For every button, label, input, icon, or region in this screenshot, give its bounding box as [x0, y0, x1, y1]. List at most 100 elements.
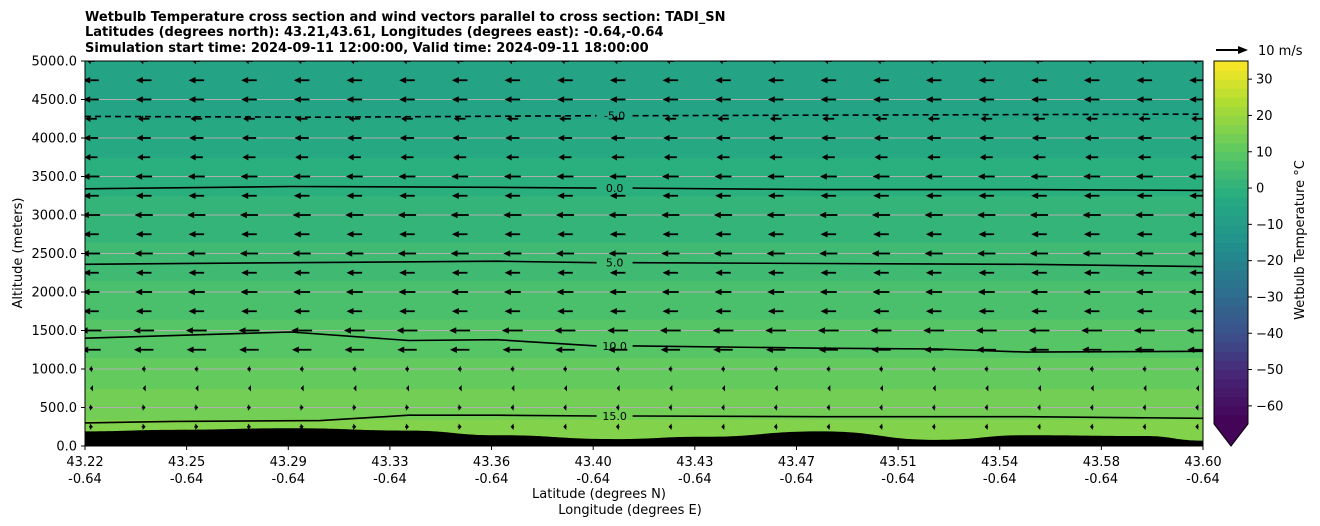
wind-vector [1142, 404, 1147, 411]
wind-vector [345, 211, 364, 219]
wind-vector [453, 154, 467, 161]
wind-vector [1136, 269, 1153, 276]
wind-vector [721, 423, 725, 430]
temperature-band [85, 195, 1203, 201]
wind-vector [1136, 192, 1153, 199]
wind-vector [450, 211, 469, 219]
temperature-band [85, 172, 1203, 178]
x-tick-label-lat: 43.40 [575, 455, 612, 470]
colorbar: 30 20 10 0 −10 −20 −30 −40 −50 −60 [1213, 60, 1283, 447]
wind-vector [89, 365, 93, 373]
contour-label: 5.0 [606, 257, 624, 270]
wind-vector [873, 231, 889, 238]
wind-vector [978, 269, 995, 276]
colorbar-tick-label: −20 [1256, 254, 1283, 269]
wind-vector [399, 308, 415, 315]
temperature-band [85, 91, 1203, 97]
colorbar-segment [1214, 260, 1248, 271]
wind-vector [557, 96, 573, 103]
wind-vector [188, 96, 205, 103]
temperature-band [85, 64, 1203, 70]
title-line-2: Latitudes (degrees north): 43.21,43.61, … [85, 25, 664, 40]
wind-vector [241, 134, 257, 142]
wind-vector [873, 77, 889, 84]
temperature-band [85, 357, 1203, 362]
wind-vector [773, 423, 778, 430]
temperature-band [85, 215, 1203, 220]
wind-vector [821, 154, 835, 161]
wind-vector [824, 61, 833, 65]
wind-vector [556, 173, 574, 180]
wind-vector [977, 173, 995, 180]
temperature-band [85, 430, 1203, 436]
wind-vector [135, 269, 152, 276]
temperature-band [85, 61, 1203, 66]
wind-vector [1083, 269, 1100, 276]
wind-vector [511, 385, 515, 392]
wind-vector [1193, 61, 1201, 65]
wind-vector [715, 96, 731, 103]
wind-vector [873, 134, 889, 142]
temperature-band [85, 376, 1203, 382]
temperature-band [85, 238, 1203, 243]
wind-vector [871, 211, 891, 219]
wind-vector [717, 115, 729, 122]
wind-vector [662, 96, 679, 103]
colorbar-tick-label: −40 [1256, 327, 1283, 342]
wind-vector [822, 115, 835, 122]
temperature-band [85, 253, 1203, 258]
temperature-band [85, 311, 1203, 316]
wind-vector [188, 231, 205, 238]
wind-vector [662, 231, 679, 238]
temperature-band [85, 395, 1203, 401]
temperature-band [85, 188, 1203, 193]
colorbar-segment [1214, 151, 1248, 162]
wind-vector [247, 423, 251, 430]
wind-vector [449, 327, 471, 334]
wind-vector [1082, 250, 1101, 257]
wind-vector [187, 211, 206, 219]
wind-vector [767, 96, 784, 103]
temperature-band [85, 153, 1203, 158]
wind-vector [405, 365, 409, 373]
x-tick-label-lat: 43.25 [168, 455, 205, 470]
colorbar-segment [1214, 61, 1248, 71]
wind-vector [406, 385, 409, 392]
wind-vector [820, 192, 837, 199]
x-tick-label-lat: 43.60 [1184, 455, 1221, 470]
wind-vector [1137, 134, 1152, 142]
colorbar-tick-label: 20 [1256, 109, 1273, 124]
wind-vector [85, 211, 101, 219]
wind-vector [399, 77, 415, 84]
temperature-band [85, 126, 1203, 131]
wind-vector [555, 346, 575, 353]
colorbar-segment [1214, 278, 1248, 289]
wind-vector [714, 173, 732, 180]
wind-vector [927, 154, 941, 161]
wind-vector [608, 250, 627, 257]
wind-vector [239, 211, 259, 219]
x-tick-label-lon: -0.64 [475, 472, 509, 487]
wind-vector [979, 134, 994, 142]
wind-vector [608, 211, 627, 219]
wind-vector [563, 365, 567, 373]
wind-vector [452, 134, 467, 142]
wind-vector [932, 385, 936, 392]
wind-vector [607, 346, 628, 353]
y-tick-label: 2000.0 [32, 286, 78, 301]
wind-vector [346, 77, 363, 84]
wind-vector [827, 385, 831, 392]
wind-vector [293, 192, 310, 199]
wind-vector [503, 288, 521, 296]
wind-vector [400, 154, 414, 161]
x-axis-ticks: 43.22 -0.64 43.25 -0.64 43.29 -0.64 43.33 -0.64… [66, 446, 1222, 487]
wind-vector [510, 423, 515, 430]
wind-vector [1143, 385, 1147, 392]
colorbar-label: Wetbulb Temperature °C [1293, 160, 1308, 320]
wind-vector [880, 385, 883, 392]
temperature-field [85, 61, 1203, 446]
temperature-band [85, 76, 1203, 81]
temperature-band [85, 145, 1203, 151]
wind-vector [1084, 134, 1099, 142]
